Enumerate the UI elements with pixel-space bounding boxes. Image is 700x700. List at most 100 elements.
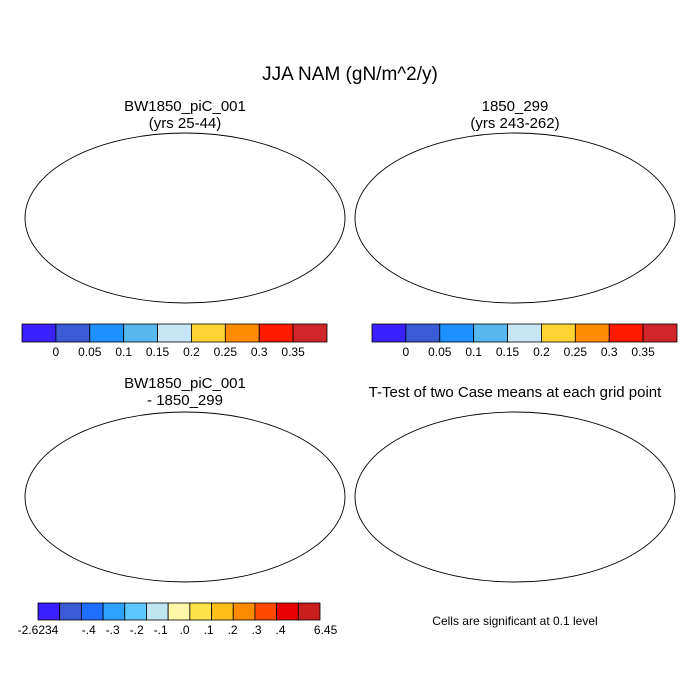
grid-cell [52,152,55,155]
grid-cell [663,162,666,165]
grid-cell [71,148,74,151]
grid-cell [59,145,62,148]
grid-cell [32,293,35,296]
grid-cell [334,161,337,164]
grid-cell [374,162,377,165]
grid-cell [59,147,62,150]
land-new-zealand [337,278,343,288]
grid-cell [258,296,261,299]
grid-cell [56,156,59,159]
grid-cell [388,162,391,165]
grid-cell [653,152,656,155]
grid-cell [383,149,386,152]
grid-cell [256,295,259,298]
grid-cell [30,295,33,298]
grid-cell [52,159,55,162]
grid-cell [38,293,41,296]
map-panel-case1 [24,132,346,306]
grid-cell [329,160,332,163]
grid-cell [644,164,647,167]
grid-cell [243,299,246,302]
grid-cell [307,152,310,155]
grid-cell [381,142,384,145]
grid-cell [58,143,61,146]
grid-cell [292,149,295,152]
panel-title-case2-line2: (yrs 243-262) [470,115,560,132]
grid-cell [54,162,57,165]
grid-cell [435,293,438,296]
grid-cell [374,143,377,146]
grid-cell [117,297,120,300]
grid-cell [71,153,74,156]
grid-cell [432,296,435,299]
grid-cell [310,158,313,161]
grid-cell [653,158,656,161]
grid-cell [253,302,256,305]
grid-cell [100,295,103,298]
grid-cell [85,301,88,304]
grid-cell [377,148,380,151]
grid-cell [321,165,324,168]
grid-cell [659,154,662,157]
grid-cell [612,148,615,151]
grid-cell [45,169,48,172]
grid-cell [320,270,323,273]
grid-cell [81,291,84,294]
grid-cell [381,164,384,167]
grid-cell [63,158,66,161]
grid-cell [618,147,621,150]
grid-cell [87,146,90,149]
grid-cell [301,148,304,151]
grid-cell [26,301,29,304]
grid-cell [317,299,320,302]
grid-cell [331,169,334,172]
grid-cell [657,155,660,158]
grid-cell [328,258,331,261]
grid-cell [403,144,406,147]
grid-cell [317,273,320,276]
coastline-new-zealand [337,278,343,288]
grid-cell [82,290,85,293]
grid-cell [321,303,324,306]
grid-cell [334,161,337,164]
grid-cell [110,298,113,301]
grid-cell [146,303,149,306]
grid-cell [214,303,217,306]
grid-cell [383,158,386,161]
grid-cell [298,291,301,294]
grid-cell [313,291,316,294]
grid-cell [326,153,329,156]
grid-cell [67,143,70,146]
grid-cell [48,149,51,152]
grid-cell [96,297,99,300]
grid-cell [377,146,380,149]
grid-cell [85,303,88,306]
grid-cell [77,289,80,292]
grid-cell [395,142,398,145]
grid-cell [83,143,86,146]
grid-cell [295,153,298,156]
panel-title-case1: BW1850_piC_001 (yrs 25-44) [25,98,345,132]
grid-cell [655,153,658,156]
grid-cell [283,298,286,301]
grid-cell [296,148,299,151]
grid-cell [277,289,280,292]
grid-cell [331,151,334,154]
grid-cell [324,165,327,168]
grid-cell [409,147,412,150]
grid-cell [319,150,322,153]
grid-cell [44,143,47,146]
grid-cell [320,152,323,155]
grid-cell [426,295,429,298]
grid-cell [324,171,327,174]
grid-cell [652,156,655,159]
grid-cell [374,162,377,165]
grid-cell [210,303,213,306]
grid-cell [117,297,120,300]
grid-cell [119,298,122,301]
grid-cell [322,299,325,302]
grid-cell [309,156,312,159]
grid-cell [649,168,652,171]
grid-cell [58,161,61,164]
grid-cell [321,277,324,280]
